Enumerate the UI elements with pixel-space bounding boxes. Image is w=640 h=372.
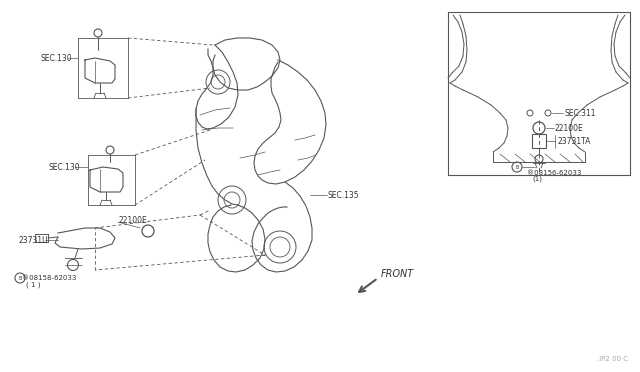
Bar bbox=[532, 134, 546, 148]
Text: .IP2 00·C: .IP2 00·C bbox=[597, 356, 628, 362]
Text: SEC.135: SEC.135 bbox=[328, 190, 360, 199]
Text: 23731TA: 23731TA bbox=[558, 137, 591, 145]
Text: B: B bbox=[515, 164, 518, 170]
Text: 22100E: 22100E bbox=[118, 215, 147, 224]
Text: ®08156-62033: ®08156-62033 bbox=[527, 170, 581, 176]
Text: (1): (1) bbox=[532, 176, 542, 182]
Text: SEC.130: SEC.130 bbox=[48, 163, 79, 171]
Text: SEC.130: SEC.130 bbox=[40, 54, 72, 62]
Text: ®08158-62033: ®08158-62033 bbox=[22, 275, 76, 281]
Text: SEC.311: SEC.311 bbox=[565, 109, 596, 118]
Text: B: B bbox=[19, 276, 22, 280]
Text: FRONT: FRONT bbox=[381, 269, 414, 279]
Text: 23731U: 23731U bbox=[18, 235, 47, 244]
Text: ( 1 ): ( 1 ) bbox=[26, 282, 40, 288]
Text: 22100E: 22100E bbox=[555, 124, 584, 132]
